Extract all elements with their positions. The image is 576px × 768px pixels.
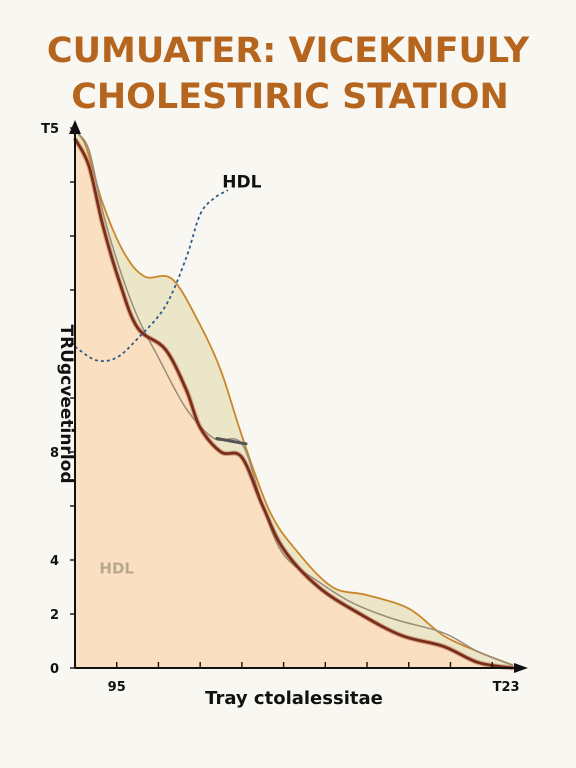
marker-segment [215,437,248,446]
x-tick-label: T23 [493,680,520,695]
series-hdl-dashed-line [74,189,229,362]
lower-area-fill [75,138,520,669]
chart-title: CUMUATER: VICEKNFULY CHOLESTIRIC STATION [47,31,530,117]
y-tick-label: 0 [50,662,59,677]
y-axis-label-group: TRUgcveetinrlod [56,325,76,484]
x-axis-arrow-icon [514,663,528,673]
y-axis-arrow-icon [69,120,81,134]
series-lower-line [73,137,515,670]
x-axis-label: Tray ctolalessitae [205,688,383,709]
annotation-label: HDL [99,560,134,578]
x-axis-label-group: Tray ctolalessitae [205,688,383,709]
y-tick-label: 4 [50,554,59,569]
series-upper-band-line [74,130,514,667]
y-tick-label: 8 [50,446,59,461]
y-tick-label: 2 [50,608,59,623]
x-tick-label: 95 [108,680,126,695]
chart-title-line-2: CHOLESTIRIC STATION [71,77,509,117]
chart-title-line-1: CUMUATER: VICEKNFULY [47,31,530,71]
y-axis-label: TRUgcveetinrlod [56,325,76,484]
y-tick-label: T5 [41,122,59,137]
annotation-label: HDL [222,172,261,192]
plot-area: 0 2 4 8 T5 95 T23 HDL HDL [41,120,528,695]
